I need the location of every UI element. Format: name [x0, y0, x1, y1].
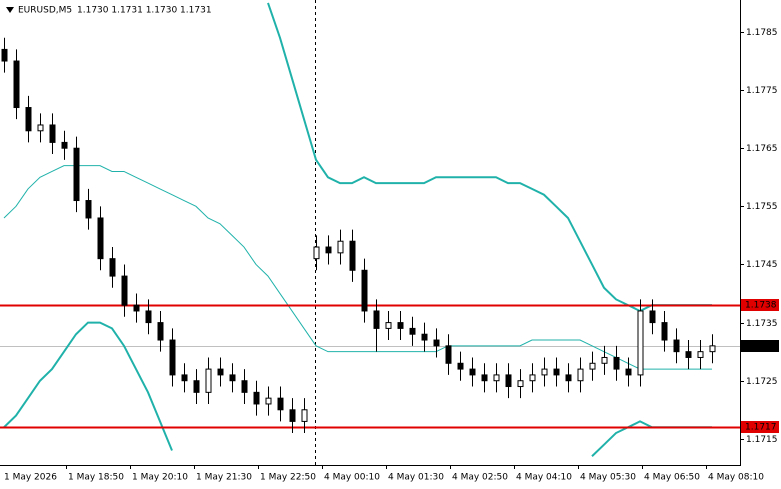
- candle-body: [325, 246, 332, 254]
- candle-body: [145, 310, 152, 324]
- candle-body: [421, 333, 428, 341]
- candle-body: [565, 374, 572, 382]
- menu-arrow[interactable]: [6, 7, 14, 13]
- current-price-bg: [741, 340, 779, 352]
- x-tick-label: 1 May 21:30: [196, 473, 252, 483]
- y-tick-label: 1.1715: [746, 435, 778, 445]
- candle-body: [49, 124, 56, 143]
- candle-body: [85, 200, 92, 219]
- x-tick-label: 1 May 18:50: [68, 473, 124, 483]
- candle-body: [493, 374, 500, 382]
- candle-body: [73, 147, 80, 202]
- candle-body: [193, 380, 200, 393]
- candle-body: [61, 141, 68, 149]
- x-tick-label: 4 May 06:50: [644, 473, 700, 483]
- candle-body: [253, 391, 260, 405]
- x-tick-label: 1 May 2026: [4, 473, 57, 483]
- candle-body: [505, 374, 512, 388]
- y-tick-label: 1.1775: [746, 86, 778, 96]
- x-tick-label: 4 May 00:10: [324, 473, 380, 483]
- candle-body: [445, 345, 452, 364]
- plot-area: [0, 0, 740, 465]
- candle-body: [133, 304, 140, 312]
- symbol: EURUSD,M5: [18, 6, 72, 16]
- candle-body: [397, 322, 404, 329]
- candle-body: [181, 374, 188, 382]
- candle-body: [577, 368, 584, 382]
- x-tick-label: 4 May 08:10: [708, 473, 764, 483]
- candle-body: [169, 339, 176, 376]
- y-tick-label: 1.1755: [746, 202, 778, 212]
- candle-body: [517, 380, 524, 388]
- x-tick-label: 4 May 02:50: [452, 473, 508, 483]
- candle-body: [373, 310, 380, 329]
- candle-body: [241, 380, 248, 393]
- candle-body: [541, 368, 548, 376]
- candle-body: [337, 240, 344, 254]
- y-tick-label: 1.1725: [746, 377, 778, 387]
- candle-body: [457, 362, 464, 370]
- level-label: 1.1717: [745, 423, 777, 433]
- candle-body: [13, 60, 20, 109]
- candle-body: [301, 409, 308, 422]
- candle-body: [277, 397, 284, 411]
- candle-body: [265, 397, 272, 405]
- candle-body: [469, 368, 476, 376]
- candle-body: [1, 48, 8, 62]
- level-label-bg: [741, 421, 779, 433]
- y-tick-label: 1.1735: [746, 319, 778, 329]
- candle-body: [625, 368, 632, 376]
- quote: 1.1730 1.1731 1.1730 1.1731: [77, 6, 212, 16]
- candle-body: [157, 322, 164, 341]
- x-tick-label: 4 May 05:30: [580, 473, 636, 483]
- candle-body: [349, 240, 356, 271]
- level-label: 1.1738: [745, 301, 777, 311]
- candle-body: [673, 339, 680, 353]
- candle-body: [601, 356, 608, 364]
- candle-body: [661, 322, 668, 341]
- candle-body: [205, 368, 212, 393]
- candle-body: [289, 409, 296, 422]
- candle-body: [25, 107, 32, 132]
- candle-body: [37, 124, 44, 132]
- candle-body: [709, 345, 716, 353]
- candle-body: [109, 258, 116, 277]
- candle-body: [409, 327, 416, 335]
- candle-body: [385, 322, 392, 329]
- candle-body: [553, 368, 560, 376]
- candle-body: [589, 362, 596, 370]
- level-label-bg: [741, 299, 779, 311]
- candle-body: [649, 310, 656, 324]
- candle-body: [613, 356, 620, 370]
- x-tick-label: 4 May 01:30: [388, 473, 444, 483]
- bollinger-band: [3, 165, 712, 370]
- candle-body: [697, 351, 704, 358]
- candle-body: [481, 374, 488, 382]
- candle-body: [313, 246, 320, 260]
- x-tick-label: 1 May 20:10: [132, 473, 188, 483]
- candle-body: [97, 217, 104, 260]
- bollinger-band: [267, 2, 712, 313]
- y-tick-label: 1.1785: [746, 28, 778, 38]
- bollinger-band: [3, 321, 173, 451]
- x-tick-label: 4 May 04:10: [516, 473, 572, 483]
- candle-body: [361, 269, 368, 312]
- candle-body: [433, 339, 440, 347]
- candle-body: [637, 310, 644, 376]
- candle-body: [121, 275, 128, 306]
- y-tick-label: 1.1745: [746, 260, 778, 270]
- candle-body: [529, 374, 536, 382]
- current-price-label: 1.1731: [745, 342, 777, 352]
- candle-body: [685, 351, 692, 358]
- candle-body: [229, 374, 236, 382]
- x-tick-label: 1 May 22:50: [260, 473, 316, 483]
- candle-body: [217, 368, 224, 376]
- y-tick-label: 1.1765: [746, 144, 778, 154]
